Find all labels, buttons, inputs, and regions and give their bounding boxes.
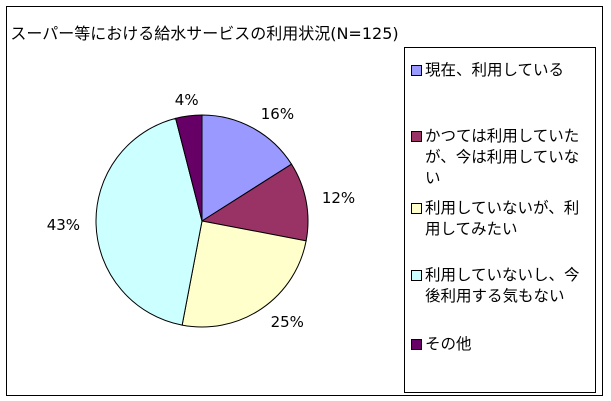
legend-swatch	[411, 131, 422, 142]
legend-swatch	[411, 65, 422, 76]
data-label: 25%	[271, 313, 304, 331]
slice-former-use	[200, 163, 309, 242]
legend: 現在、利用している かつては利用していたが、今は利用していない 利用していないが…	[404, 47, 596, 393]
legend-label: 利用していないが、利用してみたい	[425, 199, 580, 238]
slice-current-use	[201, 114, 293, 222]
data-label: 43%	[47, 216, 80, 234]
legend-swatch	[411, 203, 422, 214]
legend-swatch	[411, 270, 422, 281]
data-label: 12%	[322, 189, 355, 207]
chart-title: スーパー等における給水サービスの利用状況(N=125)	[10, 24, 399, 43]
data-label: 16%	[261, 105, 294, 123]
data-label: 4%	[175, 91, 199, 109]
slice-no-intent	[95, 117, 203, 326]
legend-label: かつては利用していたが、今は利用していない	[425, 127, 580, 187]
legend-label: その他	[425, 335, 472, 353]
legend-swatch	[411, 339, 422, 350]
legend-label: 現在、利用している	[425, 61, 565, 79]
slice-other	[175, 114, 203, 222]
slice-want-to-try	[181, 220, 307, 328]
pie-chart: 16% 12% 25% 43% 4%	[47, 91, 355, 331]
legend-label: 利用していないし、今後利用する気もない	[425, 266, 580, 305]
chart-area: スーパー等における給水サービスの利用状況(N=125) 16% 12% 25% 43%…	[6, 6, 603, 396]
